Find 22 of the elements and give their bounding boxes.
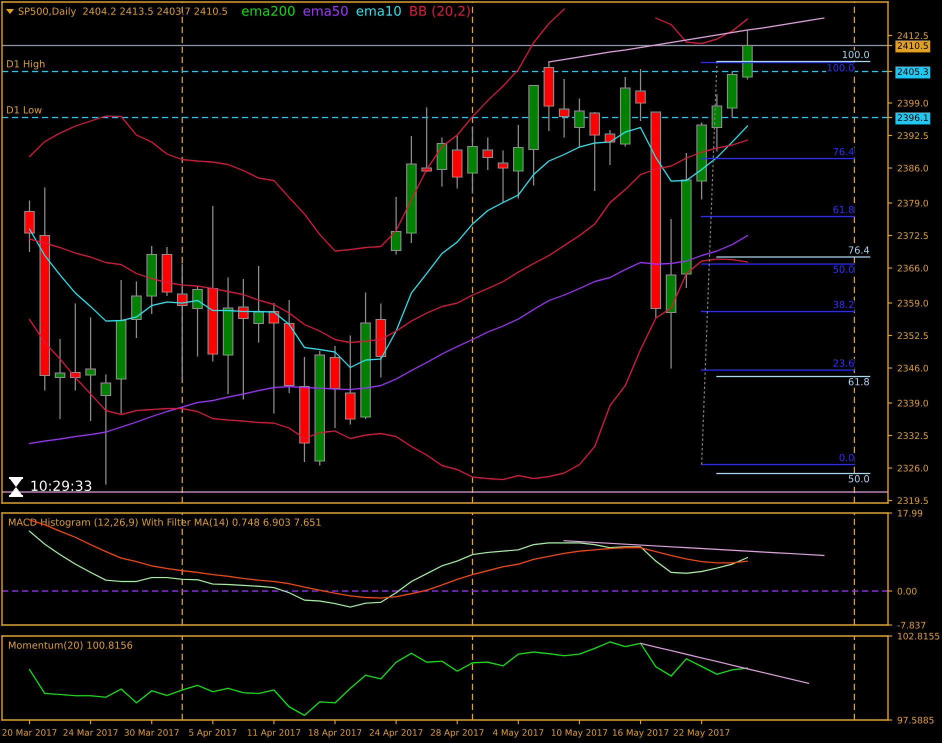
y-tick-label: 97.5885 <box>898 716 934 724</box>
x-tick-label: 20 Mar 2017 <box>2 729 56 736</box>
line-series <box>640 642 810 684</box>
x-tick-label: 5 Apr 2017 <box>189 729 236 738</box>
y-tick-label: -7.837 <box>897 622 926 629</box>
chart-title: Momentum(20) 100.8156 <box>8 641 132 650</box>
x-tick-label: 30 Mar 2017 <box>124 729 179 736</box>
y-tick-label: 102.8155 <box>898 632 940 640</box>
y-tick-label: 17.99 <box>898 510 922 517</box>
x-tick-label: 28 Apr 2017 <box>430 729 484 738</box>
y-tick-label: 2319.5 <box>898 497 928 504</box>
x-tick-label: 4 May 2017 <box>493 729 544 738</box>
x-tick-label: 24 Mar 2017 <box>64 729 118 736</box>
y-tick-label: 0.00 <box>898 588 917 595</box>
x-tick-label: 22 May 2017 <box>674 729 730 738</box>
x-tick-label: 10 May 2017 <box>552 729 608 738</box>
x-tick-label: 16 May 2017 <box>612 729 668 738</box>
line-series <box>564 540 824 556</box>
x-tick-label: 18 Apr 2017 <box>308 729 362 738</box>
x-tick-label: 24 Apr 2017 <box>370 729 422 738</box>
x-tick-label: 11 Apr 2017 <box>248 729 300 738</box>
line-series <box>28 530 748 608</box>
